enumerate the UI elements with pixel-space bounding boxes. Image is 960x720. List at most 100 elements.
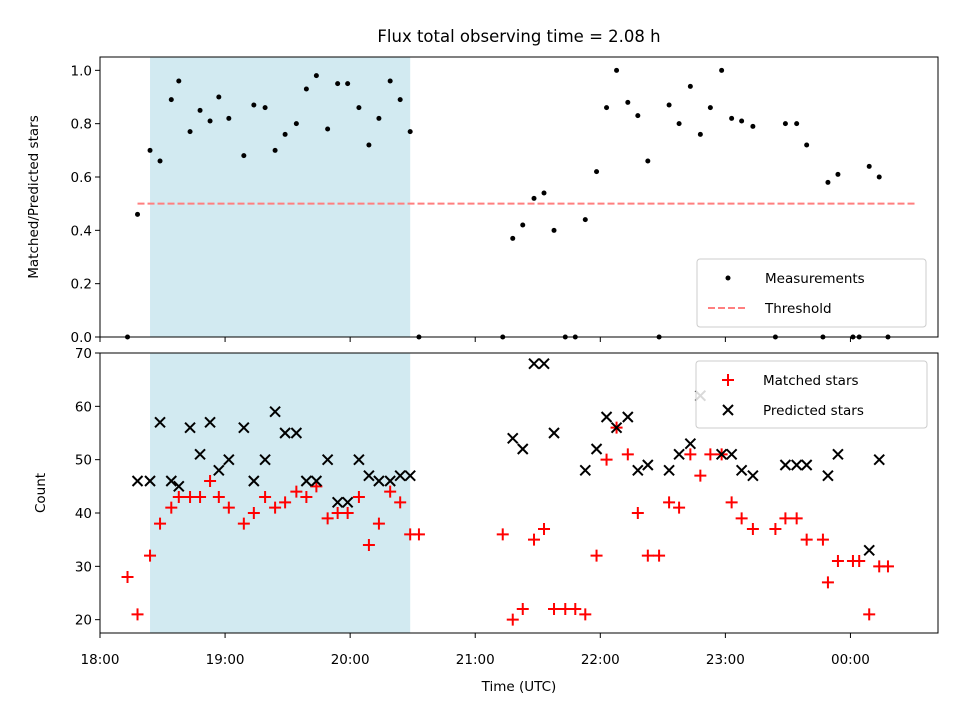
measurement-point	[520, 222, 526, 228]
matched-star-point	[290, 485, 303, 498]
matched-star-point	[881, 560, 894, 573]
measurement-point	[835, 171, 841, 177]
matched-star-point	[538, 523, 551, 535]
matched-star-point	[121, 571, 134, 583]
matched-star-point	[528, 533, 541, 546]
bottom-marks	[121, 353, 894, 633]
legend-measurements-marker	[725, 275, 731, 281]
matched-star-point	[362, 539, 375, 551]
matched-star-point	[165, 501, 178, 514]
top-panel: 0.0 0.2 0.4 0.6 0.8 1.0 Matched/Predicted sta…	[26, 56, 939, 346]
measurement-point	[407, 129, 413, 135]
measurement-point	[825, 179, 831, 185]
predicted-star-point	[735, 464, 748, 477]
legend-predicted-marker	[722, 404, 734, 416]
measurement-point	[207, 118, 213, 124]
matched-star-point	[259, 491, 272, 503]
predicted-star-point	[223, 453, 235, 466]
measurement-point	[135, 211, 141, 217]
top-legend: Measurements Threshold	[696, 258, 927, 328]
measurement-point	[226, 115, 232, 121]
predicted-star-point	[715, 448, 728, 461]
measurement-point	[241, 153, 247, 159]
measurement-point	[262, 105, 268, 111]
measurement-point	[876, 174, 882, 180]
x-tick-label: 18:00	[81, 652, 120, 668]
predicted-star-point	[248, 475, 260, 487]
measurement-point	[531, 195, 537, 201]
predicted-star-point	[404, 469, 416, 482]
predicted-star-point	[154, 416, 166, 429]
predicted-star-point	[259, 453, 271, 466]
top-y-tick-label: 1.0	[71, 63, 92, 79]
predicted-star-point	[269, 405, 281, 418]
measurement-point	[666, 102, 672, 108]
measurement-point	[356, 105, 362, 111]
matched-star-point	[821, 576, 834, 589]
matched-star-point	[184, 491, 197, 503]
predicted-star-point	[590, 443, 603, 455]
bottom-y-tick-label: 30	[75, 559, 92, 575]
predicted-star-point	[579, 464, 591, 477]
bottom-legend: Matched stars Predicted stars	[695, 360, 928, 429]
matched-star-point	[779, 512, 792, 525]
measurement-point	[345, 81, 351, 87]
x-tick-label: 23:00	[706, 652, 745, 668]
measurement-point	[366, 142, 372, 148]
matched-star-point	[800, 533, 813, 546]
legend-measurements-label: Measurements	[765, 271, 865, 287]
bottom-legend-box	[695, 360, 928, 429]
predicted-star-point	[779, 459, 792, 471]
top-y-tick-label: 0.4	[71, 223, 92, 239]
matched-star-point	[212, 491, 225, 503]
measurement-point	[313, 73, 319, 79]
measurement-point	[325, 126, 331, 132]
matched-star-point	[590, 549, 603, 562]
measurement-point	[582, 217, 588, 223]
predicted-star-point	[832, 448, 844, 461]
top-y-tick-label: 0.8	[71, 117, 92, 133]
matched-star-point	[684, 448, 697, 461]
predicted-star-point	[600, 411, 613, 423]
x-tick-label: 20:00	[331, 652, 370, 668]
matched-star-point	[321, 512, 334, 525]
matched-star-point	[331, 507, 344, 519]
predicted-star-point	[517, 443, 529, 455]
predicted-star-point	[310, 475, 323, 487]
matched-star-point	[352, 491, 365, 503]
measurement-point	[510, 235, 516, 241]
highlight-span-top	[150, 57, 411, 337]
x-axis-label: Time (UTC)	[481, 679, 557, 695]
bottom-y-tick-label: 60	[75, 399, 92, 415]
measurement-point	[187, 129, 193, 135]
matched-star-point	[412, 528, 425, 541]
measurement-point	[282, 131, 288, 137]
legend-predicted-label: Predicted stars	[763, 403, 864, 419]
matched-star-point	[559, 603, 572, 615]
predicted-star-point	[725, 448, 738, 461]
predicted-star-point	[863, 544, 875, 557]
predicted-star-point	[673, 448, 685, 461]
predicted-star-point	[642, 459, 654, 471]
measurement-point	[157, 158, 163, 164]
measurement-point	[625, 99, 631, 105]
predicted-star-point	[300, 475, 313, 487]
measurement-point	[147, 147, 153, 153]
predicted-star-point	[622, 411, 634, 423]
predicted-star-point	[353, 453, 365, 466]
top-y-tick-label: 0.2	[71, 277, 92, 293]
matched-star-point	[516, 603, 529, 615]
highlight-span-bottom	[150, 353, 411, 633]
matched-star-point	[704, 448, 717, 461]
matched-star-point	[694, 469, 707, 482]
matched-star-point	[746, 523, 759, 535]
predicted-star-point	[747, 469, 759, 482]
legend-matched-label: Matched stars	[763, 373, 859, 389]
matched-star-point	[663, 496, 676, 509]
measurement-point	[376, 115, 382, 121]
measurement-point	[739, 118, 745, 124]
predicted-star-point	[194, 448, 206, 461]
measurement-point	[866, 163, 872, 169]
predicted-star-point	[204, 416, 216, 429]
